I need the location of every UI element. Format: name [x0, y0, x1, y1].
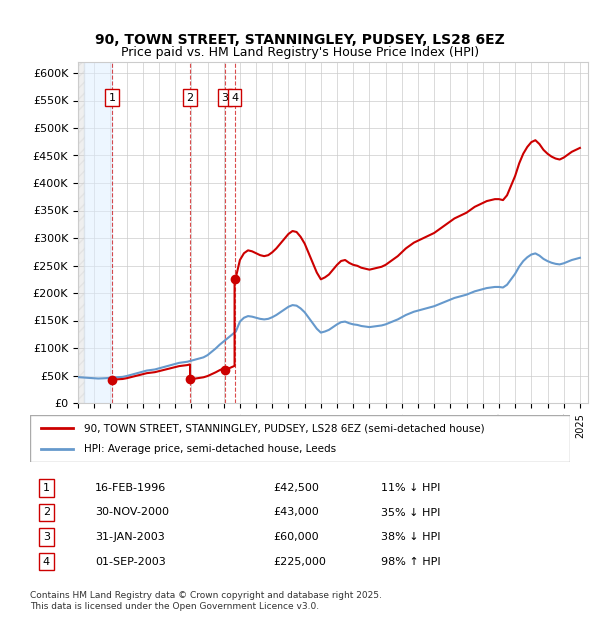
Text: 2: 2 — [43, 508, 50, 518]
Bar — [85, 62, 112, 403]
Text: £60,000: £60,000 — [273, 532, 319, 542]
Text: Contains HM Land Registry data © Crown copyright and database right 2025.: Contains HM Land Registry data © Crown c… — [30, 591, 382, 600]
Text: 4: 4 — [231, 93, 238, 103]
Text: 1: 1 — [43, 483, 50, 493]
Text: £42,500: £42,500 — [273, 483, 319, 493]
Text: 3: 3 — [43, 532, 50, 542]
Text: 3: 3 — [221, 93, 229, 103]
Text: 31-JAN-2003: 31-JAN-2003 — [95, 532, 164, 542]
Text: 30-NOV-2000: 30-NOV-2000 — [95, 508, 169, 518]
Text: 35% ↓ HPI: 35% ↓ HPI — [381, 508, 440, 518]
Text: Price paid vs. HM Land Registry's House Price Index (HPI): Price paid vs. HM Land Registry's House … — [121, 46, 479, 59]
Bar — [78, 62, 85, 403]
Text: £43,000: £43,000 — [273, 508, 319, 518]
FancyBboxPatch shape — [30, 415, 570, 462]
Text: 1: 1 — [109, 93, 116, 103]
Text: 2: 2 — [187, 93, 194, 103]
Text: 98% ↑ HPI: 98% ↑ HPI — [381, 557, 440, 567]
Text: 90, TOWN STREET, STANNINGLEY, PUDSEY, LS28 6EZ: 90, TOWN STREET, STANNINGLEY, PUDSEY, LS… — [95, 33, 505, 47]
Text: 38% ↓ HPI: 38% ↓ HPI — [381, 532, 440, 542]
Text: 90, TOWN STREET, STANNINGLEY, PUDSEY, LS28 6EZ (semi-detached house): 90, TOWN STREET, STANNINGLEY, PUDSEY, LS… — [84, 423, 485, 433]
Text: 4: 4 — [43, 557, 50, 567]
Text: This data is licensed under the Open Government Licence v3.0.: This data is licensed under the Open Gov… — [30, 602, 319, 611]
Text: 01-SEP-2003: 01-SEP-2003 — [95, 557, 166, 567]
Text: £225,000: £225,000 — [273, 557, 326, 567]
Text: 16-FEB-1996: 16-FEB-1996 — [95, 483, 166, 493]
Text: HPI: Average price, semi-detached house, Leeds: HPI: Average price, semi-detached house,… — [84, 444, 336, 454]
Text: 11% ↓ HPI: 11% ↓ HPI — [381, 483, 440, 493]
